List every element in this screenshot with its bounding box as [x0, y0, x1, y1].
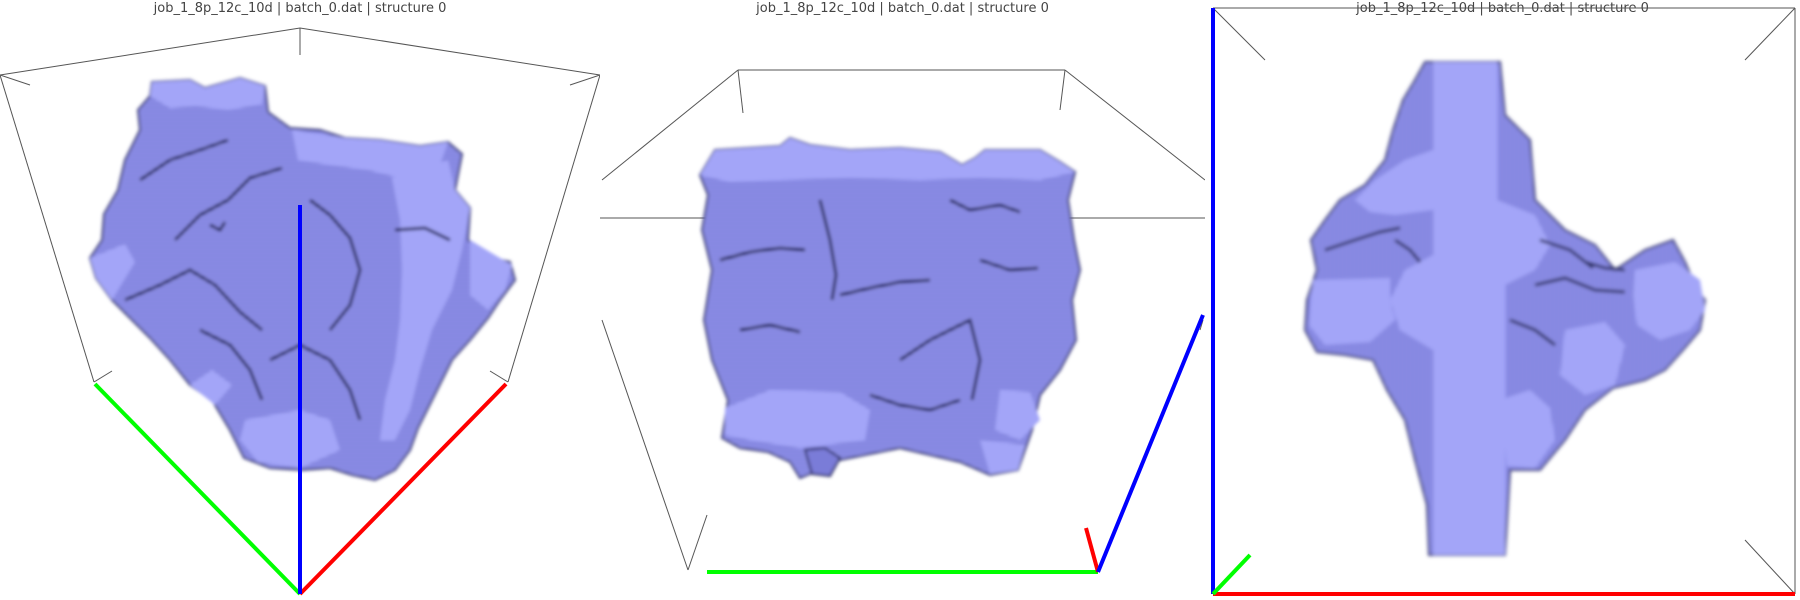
viewport-3d[interactable] — [600, 0, 1205, 600]
axes — [1211, 8, 1795, 596]
view-panel-side[interactable]: job_1_8p_12c_10d | batch_0.dat | structu… — [600, 0, 1205, 600]
view-panel-top[interactable]: job_1_8p_12c_10d | batch_0.dat | structu… — [1205, 0, 1800, 600]
bounding-box — [0, 27, 600, 383]
axis-y-line — [1211, 553, 1252, 596]
porous-structure — [698, 136, 1082, 480]
view-panel-isometric[interactable]: job_1_8p_12c_10d | batch_0.dat | structu… — [0, 0, 600, 600]
porous-structure — [88, 76, 517, 482]
porous-structure — [1303, 61, 1707, 556]
axes — [93, 205, 508, 596]
viewport-3d[interactable] — [0, 0, 600, 600]
axis-x-line — [298, 382, 508, 596]
axis-z-line — [1096, 314, 1205, 573]
panel-title: job_1_8p_12c_10d | batch_0.dat | structu… — [153, 1, 447, 16]
viewport-3d[interactable] — [1205, 0, 1800, 600]
axes — [707, 314, 1205, 574]
axis-x-line — [1084, 527, 1100, 573]
panel-title: job_1_8p_12c_10d | batch_0.dat | structu… — [756, 1, 1049, 16]
bounding-box — [1212, 7, 1796, 595]
axis-y-line — [93, 382, 302, 596]
